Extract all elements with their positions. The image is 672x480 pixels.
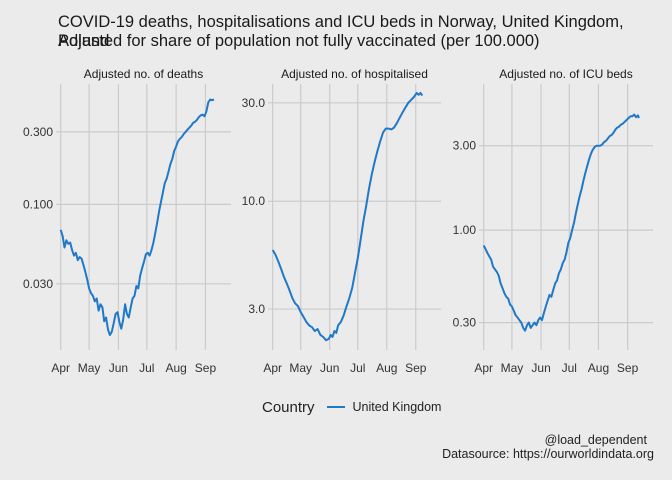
caption-handle: @load_dependent [544,433,647,447]
caption-source: Datasource: https://ourworldindata.org [442,447,654,461]
legend-title: Country [262,398,315,416]
facet-title: Adjusted no. of deaths [84,67,203,81]
x-tick-label: Jul [562,361,577,375]
x-tick-label: May [289,361,312,375]
x-tick-label: Jun [109,361,128,375]
faceted-line-chart: Adjusted no. of deaths Apr May Jun Jul Aug Sep… [23,67,653,375]
legend: Country United Kingdom [262,398,441,416]
x-tick-label: Apr [474,361,493,375]
y-tick-label: 0.30 [453,316,477,330]
x-tick-label: Aug [376,361,397,375]
chart-subtitle: Adjusted for share of population not ful… [58,32,540,50]
x-tick-label: Sep [195,361,217,375]
x-tick-label: May [501,361,524,375]
y-tick-label: 10.0 [242,194,266,208]
y-tick-label: 30.0 [242,96,266,110]
legend-entry-united-kingdom: United Kingdom [352,400,442,414]
x-tick-label: Jul [350,361,365,375]
x-tick-label: May [78,361,101,375]
legend-key-line [325,398,347,416]
x-tick-label: Sep [617,361,639,375]
x-tick-label: Jul [139,361,154,375]
series-line-united-kingdom [271,91,424,342]
x-tick-label: Apr [51,361,70,375]
x-tick-label: Jun [320,361,339,375]
facet-title: Adjusted no. of ICU beds [499,67,632,81]
chart-title: COVID-19 deaths, hospitalisations and IC… [58,13,624,50]
facet-title: Adjusted no. of hospitalised [281,67,428,81]
x-tick-label: Sep [405,361,427,375]
x-tick-label: Jun [531,361,550,375]
y-tick-label: 0.100 [23,197,53,211]
y-tick-label: 3.00 [453,139,477,153]
x-tick-label: Apr [263,361,282,375]
y-tick-label: 3.0 [248,302,265,316]
y-tick-label: 0.300 [23,125,53,139]
x-tick-label: Aug [588,361,609,375]
y-tick-label: 0.030 [23,277,53,291]
series-line-united-kingdom [482,113,640,332]
series-line-united-kingdom [59,98,215,336]
x-tick-label: Aug [165,361,186,375]
y-tick-label: 1.00 [453,223,477,237]
